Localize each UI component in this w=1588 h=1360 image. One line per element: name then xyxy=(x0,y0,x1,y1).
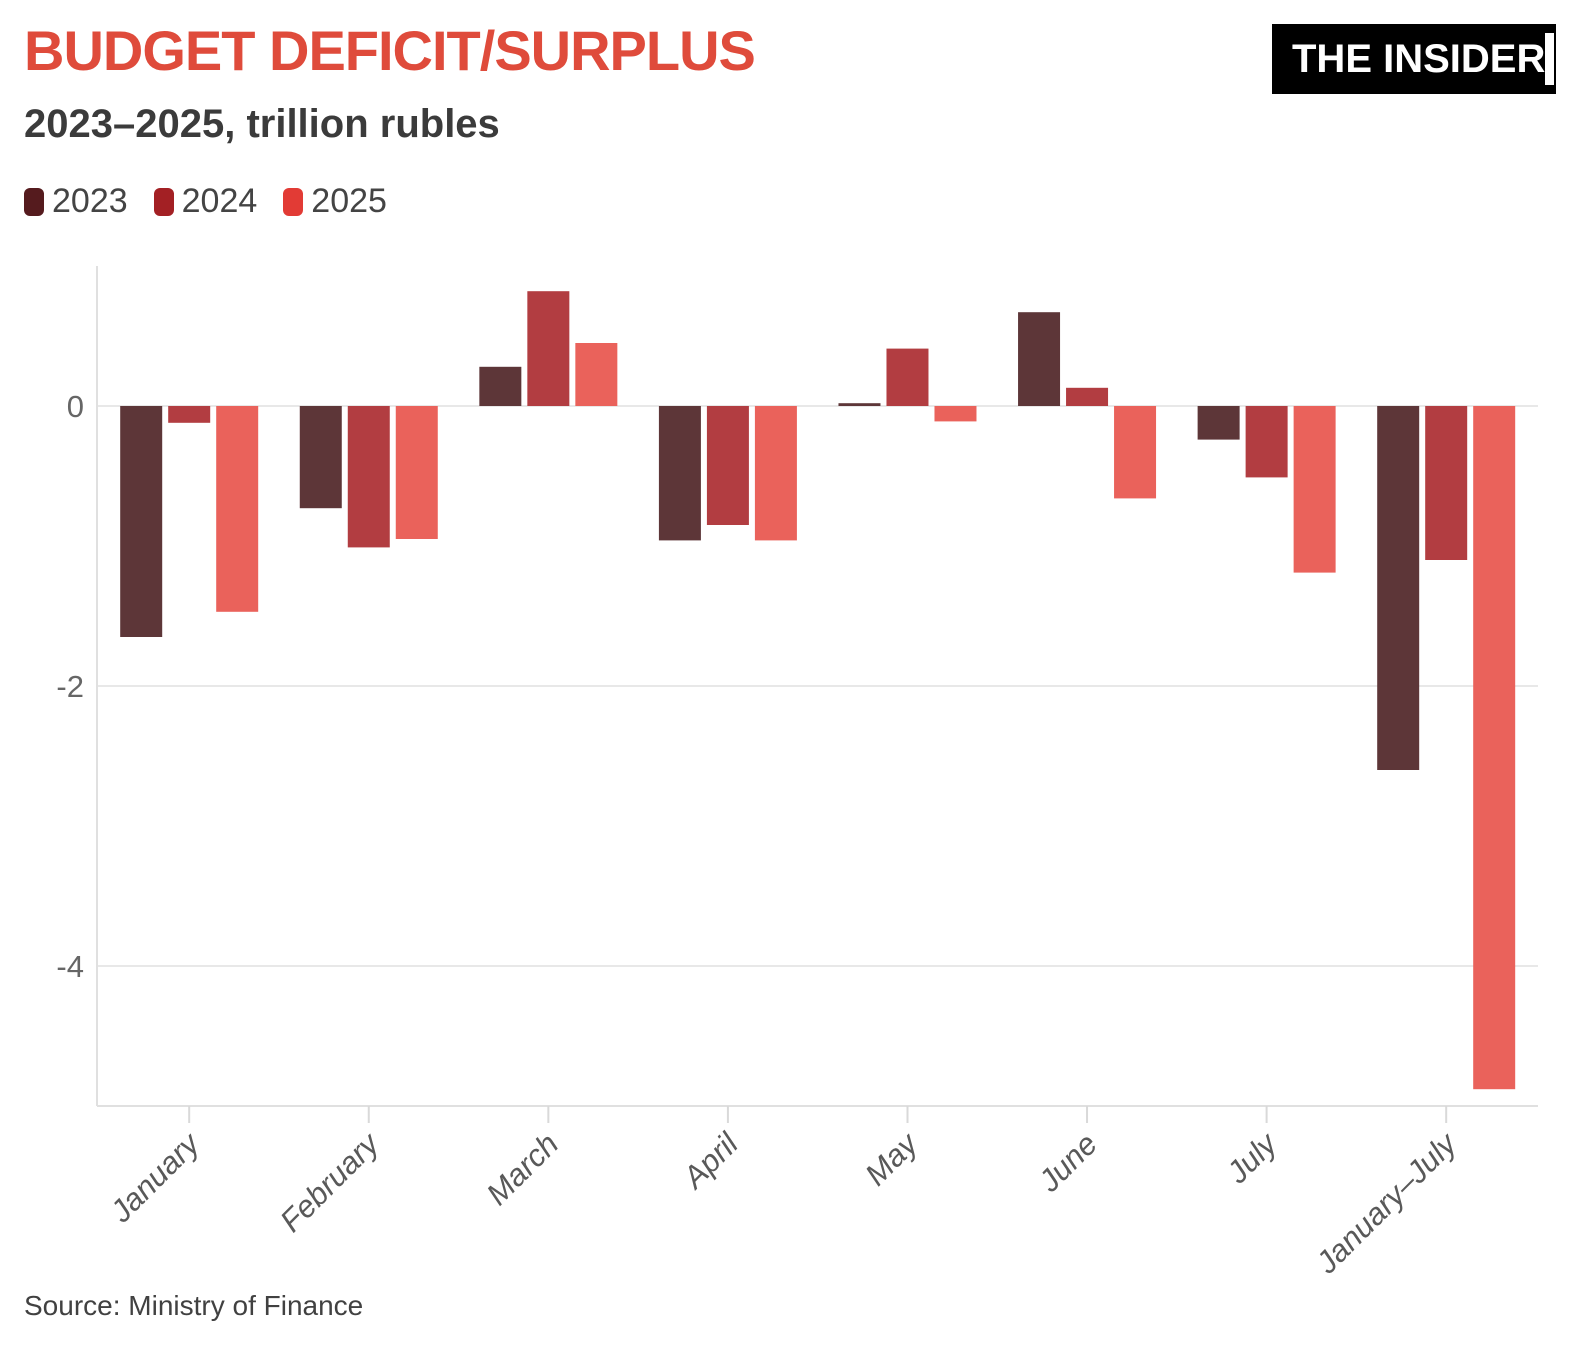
legend-swatch-2024 xyxy=(153,187,174,216)
bar-2025-January–July xyxy=(1473,406,1516,1090)
bar-2024-January–July xyxy=(1425,406,1468,560)
bar-2025-July xyxy=(1293,406,1336,573)
x-axis-tick-label: January xyxy=(103,1124,208,1229)
x-axis-tick-label: March xyxy=(480,1126,566,1212)
legend-swatch-2025 xyxy=(283,187,304,216)
x-axis-tick-label: May xyxy=(858,1124,926,1192)
legend-label: 2025 xyxy=(311,182,387,220)
source-note: Source: Ministry of Finance xyxy=(24,1290,364,1321)
bar-2024-July xyxy=(1245,406,1288,478)
bar-2023-February xyxy=(299,406,342,509)
y-axis-tick-label: 0 xyxy=(67,389,84,424)
legend-item-2025: 2025 xyxy=(283,182,387,221)
brand-logo: THE INSIDER xyxy=(1272,24,1556,94)
bar-2024-May xyxy=(886,348,929,406)
x-axis-tick-label: July xyxy=(1219,1124,1285,1190)
legend: 2023 2024 2025 xyxy=(24,182,387,221)
legend-label: 2024 xyxy=(181,182,258,220)
bar-2025-May xyxy=(934,406,977,422)
legend-item-2024: 2024 xyxy=(153,182,258,221)
x-axis-tick-label: January–July xyxy=(1309,1124,1465,1280)
bar-2023-January–July xyxy=(1377,406,1420,770)
bar-2025-June xyxy=(1114,406,1157,499)
legend-label: 2023 xyxy=(52,182,128,220)
bar-2024-January xyxy=(168,406,211,423)
bar-2023-May xyxy=(838,403,881,406)
x-axis-tick-label: June xyxy=(1031,1126,1104,1199)
brand-logo-cursor-bar xyxy=(1545,33,1554,85)
page-subtitle: 2023–2025, trillion rubles xyxy=(24,102,500,146)
legend-swatch-2023 xyxy=(24,187,44,216)
bar-2023-June xyxy=(1018,312,1061,406)
bar-2024-June xyxy=(1066,387,1109,406)
bar-2024-February xyxy=(347,406,390,548)
bar-2024-March xyxy=(527,291,570,406)
bar-2025-April xyxy=(754,406,797,541)
legend-item-2023: 2023 xyxy=(24,182,128,221)
bar-2025-February xyxy=(395,406,438,539)
bar-2023-March xyxy=(479,366,522,406)
brand-logo-text: THE INSIDER xyxy=(1292,36,1546,81)
bar-2023-January xyxy=(120,406,163,637)
bar-2024-April xyxy=(706,406,749,525)
x-axis-tick-label: February xyxy=(273,1124,387,1238)
x-axis-tick-label: April xyxy=(675,1125,746,1196)
page-title: BUDGET DEFICIT/SURPLUS xyxy=(24,19,756,82)
bar-2023-July xyxy=(1197,406,1240,440)
bar-2023-April xyxy=(658,406,701,541)
bar-2025-January xyxy=(216,406,259,612)
y-axis-tick-label: -4 xyxy=(56,949,84,984)
y-axis-tick-label: -2 xyxy=(56,669,84,704)
bar-2025-March xyxy=(575,343,618,406)
